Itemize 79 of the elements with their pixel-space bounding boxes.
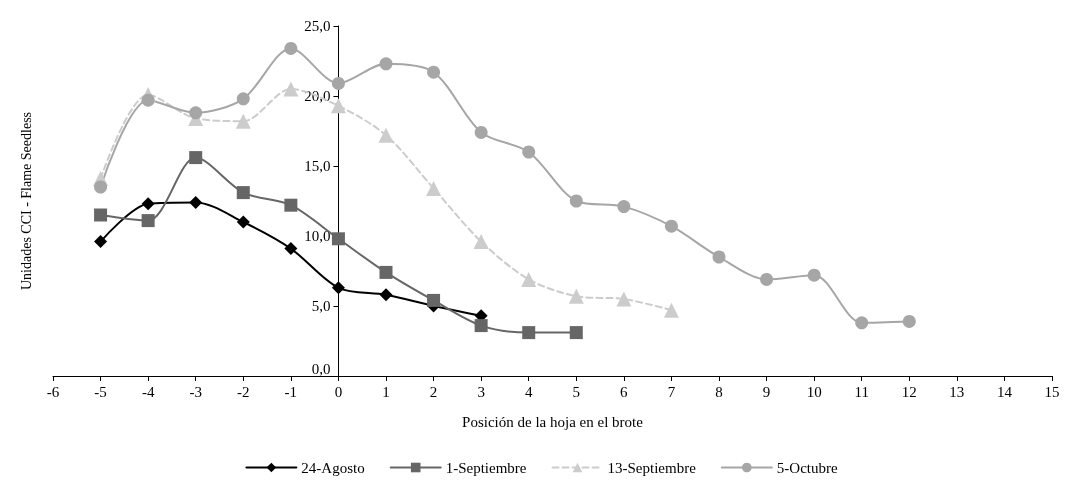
x-tick-label: 5 (572, 383, 581, 400)
x-tick-label: 13 (949, 383, 965, 400)
x-tick-label: 15 (1044, 383, 1060, 400)
point (284, 41, 298, 55)
point (379, 57, 393, 71)
point (141, 214, 155, 228)
point (474, 125, 488, 139)
y-tick-label: 10,0 (304, 228, 331, 244)
point (427, 293, 441, 307)
point (616, 291, 632, 307)
point (474, 319, 488, 333)
x-tick-label: 7 (667, 383, 676, 400)
point (189, 195, 203, 209)
x-tick-label: 10 (806, 383, 822, 400)
point (568, 288, 584, 304)
point (522, 326, 536, 340)
x-tick-label: 1 (382, 383, 390, 400)
x-tick-label: 11 (854, 383, 869, 400)
x-tick-label: 14 (996, 383, 1013, 400)
x-tick-label: 12 (901, 383, 917, 400)
point (378, 127, 394, 143)
y-axis-title: Unidades CCI - Flame Seedless (18, 111, 34, 291)
x-tick-label: -3 (189, 383, 202, 400)
point (522, 145, 536, 159)
point (94, 208, 108, 222)
x-tick-label: 3 (477, 383, 485, 400)
point (473, 234, 489, 250)
point (760, 272, 774, 286)
legend-label: 1-Septiembre (445, 459, 527, 476)
point (664, 219, 678, 233)
point (331, 76, 345, 90)
point (94, 235, 108, 249)
point (283, 81, 299, 97)
x-tick-label: 4 (524, 383, 533, 400)
point (141, 197, 155, 211)
point (569, 194, 583, 208)
point (569, 326, 583, 340)
point (236, 186, 250, 200)
point (236, 92, 250, 106)
point (379, 265, 393, 279)
point (330, 98, 346, 114)
point (284, 242, 298, 256)
x-tick-label: 6 (620, 383, 629, 400)
x-tick-label: -5 (94, 383, 107, 400)
point (236, 215, 250, 229)
x-tick-label: 8 (715, 383, 723, 400)
x-tick-label: -6 (46, 383, 60, 400)
point (426, 180, 442, 196)
point (284, 198, 298, 212)
point (617, 200, 631, 214)
x-tick-label: -1 (284, 383, 298, 400)
point (521, 271, 537, 287)
x-tick-label: -4 (141, 383, 155, 400)
x-tick-label: 9 (762, 383, 771, 400)
point (141, 93, 155, 107)
point (189, 151, 203, 165)
x-tick-label: 2 (429, 383, 438, 400)
y-tick-label: 5,0 (311, 298, 331, 314)
x-tick-label: -2 (237, 383, 250, 400)
legend-label: 5-Octubre (776, 459, 838, 476)
point (807, 268, 821, 282)
point (855, 316, 869, 330)
point (189, 106, 203, 120)
y-tick-label: 25,0 (304, 18, 331, 34)
y-tick-label: 0,0 (311, 361, 331, 377)
point (663, 302, 679, 318)
x-axis-title: Posición de la hoja en el brote (462, 413, 644, 430)
y-tick-label: 15,0 (304, 158, 331, 174)
point (235, 113, 251, 129)
point (712, 250, 726, 264)
point (427, 65, 441, 79)
point (331, 281, 345, 295)
point (94, 180, 108, 194)
point (331, 232, 345, 246)
point (902, 314, 916, 328)
x-tick-label: 0 (334, 383, 343, 400)
point (379, 288, 393, 302)
legend-label: 24-Agosto (301, 459, 365, 476)
legend-label: 13-Septiembre (607, 459, 697, 476)
